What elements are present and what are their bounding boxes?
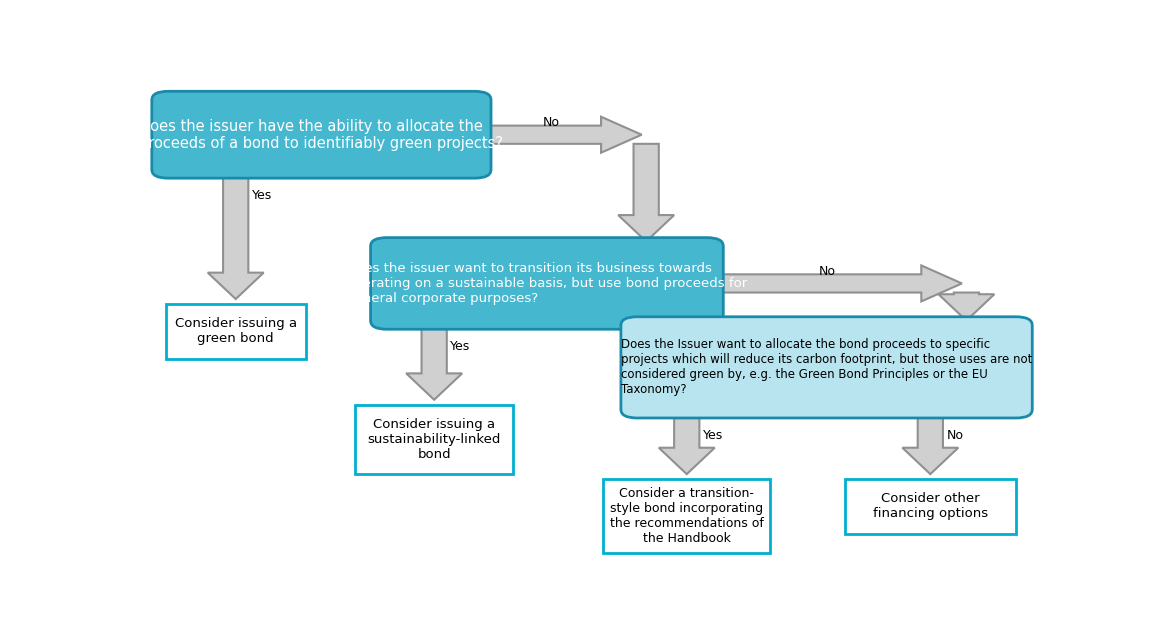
Text: Yes: Yes	[703, 429, 723, 442]
Polygon shape	[480, 117, 641, 153]
Polygon shape	[938, 293, 994, 321]
Text: Does the issuer want to transition its business towards
operating on a sustainab: Does the issuer want to transition its b…	[347, 262, 747, 305]
Text: Consider issuing a
green bond: Consider issuing a green bond	[175, 317, 297, 345]
Text: Yes: Yes	[251, 189, 272, 202]
FancyBboxPatch shape	[165, 304, 306, 359]
FancyBboxPatch shape	[355, 404, 513, 474]
Text: No: No	[946, 429, 964, 442]
Polygon shape	[902, 414, 958, 474]
Polygon shape	[711, 265, 961, 302]
FancyBboxPatch shape	[370, 237, 723, 329]
Polygon shape	[618, 144, 674, 242]
Polygon shape	[207, 174, 264, 299]
Text: Yes: Yes	[450, 341, 470, 353]
Text: No: No	[819, 265, 836, 278]
FancyBboxPatch shape	[845, 479, 1016, 534]
Text: Does the Issuer want to allocate the bond proceeds to specific
projects which wi: Does the Issuer want to allocate the bon…	[620, 338, 1032, 396]
Polygon shape	[406, 325, 462, 400]
Text: No: No	[542, 116, 560, 129]
Text: Consider a transition-
style bond incorporating
the recommendations of
the Handb: Consider a transition- style bond incorp…	[610, 487, 764, 545]
Text: Consider other
financing options: Consider other financing options	[873, 493, 988, 520]
Text: Consider issuing a
sustainability-linked
bond: Consider issuing a sustainability-linked…	[368, 418, 501, 461]
Text: Does the issuer have the ability to allocate the
proceeds of a bond to identifia: Does the issuer have the ability to allo…	[140, 118, 503, 151]
FancyBboxPatch shape	[151, 92, 491, 178]
Polygon shape	[659, 414, 715, 474]
FancyBboxPatch shape	[620, 316, 1032, 418]
FancyBboxPatch shape	[603, 479, 771, 553]
